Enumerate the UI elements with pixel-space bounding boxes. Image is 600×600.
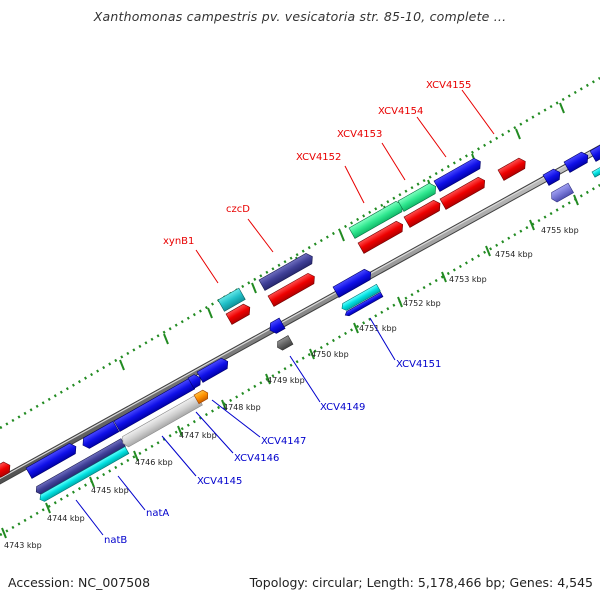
gene-feature[interactable] — [120, 394, 203, 449]
gene-label-XCV4155[interactable]: XCV4155 — [426, 80, 471, 91]
gene-feature[interactable] — [403, 198, 443, 228]
gene-feature[interactable] — [497, 156, 528, 181]
gene-feature[interactable] — [38, 446, 130, 503]
gene-feature[interactable] — [25, 441, 79, 479]
gene-label-XCV4147[interactable]: XCV4147 — [261, 436, 306, 447]
gene-label-czcD[interactable]: czcD — [226, 204, 250, 215]
gene-feature[interactable] — [433, 156, 483, 192]
tick-label-4755: 4755 kbp — [541, 226, 579, 235]
forward-label-lines — [195, 89, 495, 284]
gene-feature[interactable] — [542, 167, 563, 186]
tick-label-4749: 4749 kbp — [267, 376, 305, 385]
gene-label-natB[interactable]: natB — [104, 535, 127, 546]
gene-label-XCV4149[interactable]: XCV4149 — [320, 402, 365, 413]
gene-feature[interactable] — [225, 302, 253, 325]
gene-feature[interactable] — [439, 175, 488, 210]
gene-feature[interactable] — [397, 181, 439, 212]
tick-label-4754: 4754 kbp — [495, 250, 533, 259]
gene-feature[interactable] — [357, 219, 406, 254]
reverse-label-lines — [75, 317, 396, 536]
gene-label-xynB1[interactable]: xynB1 — [163, 236, 194, 247]
gene-features[interactable] — [0, 140, 600, 503]
gene-feature[interactable] — [80, 420, 120, 450]
inner-ruler-ticks — [1, 194, 579, 539]
gene-feature[interactable] — [340, 283, 381, 312]
tick-label-4744: 4744 kbp — [47, 514, 85, 523]
map-title: Xanthomonas campestris pv. vesicatoria s… — [93, 9, 507, 24]
inner-ruler — [0, 183, 600, 537]
tick-label-4746: 4746 kbp — [135, 458, 173, 467]
gene-feature[interactable] — [217, 287, 246, 312]
tick-label-4747: 4747 kbp — [179, 431, 217, 440]
gene-feature[interactable] — [275, 335, 294, 352]
gene-label-XCV4151[interactable]: XCV4151 — [396, 359, 441, 370]
gene-feature[interactable] — [187, 373, 203, 389]
gene-label-XCV4154[interactable]: XCV4154 — [378, 106, 423, 117]
tick-label-4750: 4750 kbp — [311, 350, 349, 359]
tick-label-4748: 4748 kbp — [223, 403, 261, 412]
gene-feature[interactable] — [549, 182, 574, 203]
gene-feature[interactable] — [332, 267, 374, 298]
gene-label-natA[interactable]: natA — [146, 508, 169, 519]
gene-label-XCV4153[interactable]: XCV4153 — [337, 129, 382, 140]
gene-feature[interactable] — [589, 140, 600, 162]
tick-label-4751: 4751 kbp — [359, 324, 397, 333]
tick-label-4745: 4745 kbp — [91, 486, 129, 495]
gene-label-XCV4152[interactable]: XCV4152 — [296, 152, 341, 163]
gene-feature[interactable] — [193, 389, 210, 405]
gene-feature[interactable] — [0, 460, 13, 478]
tick-label-4753: 4753 kbp — [449, 275, 487, 284]
gene-feature[interactable] — [563, 150, 591, 173]
gene-feature[interactable] — [196, 356, 231, 383]
topology-summary: Topology: circular; Length: 5,178,466 bp… — [249, 575, 593, 590]
gene-label-XCV4146[interactable]: XCV4146 — [234, 453, 279, 464]
gene-feature[interactable] — [258, 251, 315, 291]
tick-label-4743: 4743 kbp — [4, 541, 42, 550]
gene-feature[interactable] — [591, 164, 600, 178]
gene-label-XCV4145[interactable]: XCV4145 — [197, 476, 242, 487]
tick-label-4752: 4752 kbp — [403, 299, 441, 308]
gene-feature[interactable] — [344, 291, 384, 317]
gene-feature[interactable] — [267, 271, 317, 307]
accession-text: Accession: NC_007508 — [8, 575, 151, 590]
gene-feature[interactable] — [267, 317, 286, 335]
genome-backbone — [0, 144, 600, 485]
